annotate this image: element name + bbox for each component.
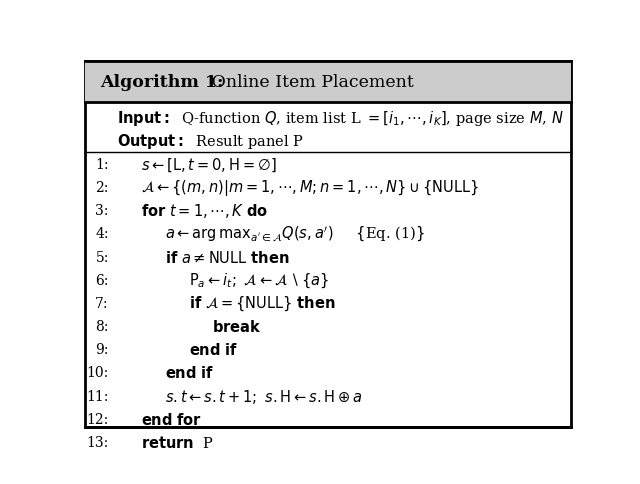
Text: 12:: 12: — [86, 412, 109, 426]
Text: 11:: 11: — [86, 389, 109, 403]
Text: Online Item Placement: Online Item Placement — [207, 74, 414, 91]
Text: 13:: 13: — [86, 435, 109, 449]
Text: 9:: 9: — [95, 343, 109, 357]
Text: Algorithm 1:: Algorithm 1: — [100, 74, 223, 91]
Text: 3:: 3: — [95, 204, 109, 218]
Text: 5:: 5: — [95, 250, 109, 264]
Text: 10:: 10: — [86, 365, 109, 379]
Text: $\mathbf{Output:}$  Result panel P: $\mathbf{Output:}$ Result panel P — [117, 132, 304, 151]
Text: $\mathbf{if}\ \mathcal{A} = \{\mathrm{NULL}\}\ \mathbf{then}$: $\mathbf{if}\ \mathcal{A} = \{\mathrm{NU… — [189, 294, 335, 313]
Text: 2:: 2: — [95, 181, 109, 195]
Text: $\mathbf{if}\ a \neq \mathrm{NULL}\ \mathbf{then}$: $\mathbf{if}\ a \neq \mathrm{NULL}\ \mat… — [165, 249, 289, 265]
Text: $\mathbf{end\ if}$: $\mathbf{end\ if}$ — [189, 342, 237, 358]
Text: $\mathbf{for}\ t = 1, \cdots, K\ \mathbf{do}$: $\mathbf{for}\ t = 1, \cdots, K\ \mathbf… — [141, 202, 268, 220]
Text: 1:: 1: — [95, 158, 109, 172]
Text: $\mathbf{break}$: $\mathbf{break}$ — [212, 318, 262, 334]
Text: $s \leftarrow [\mathrm{L}, t = 0, \mathrm{H} = \emptyset]$: $s \leftarrow [\mathrm{L}, t = 0, \mathr… — [141, 156, 276, 173]
Text: $\mathbf{Input:}$  Q-function $Q$, item list L $= [i_1, \cdots, i_K]$, page size: $\mathbf{Input:}$ Q-function $Q$, item l… — [117, 109, 564, 128]
Text: $\mathbf{return}$  P: $\mathbf{return}$ P — [141, 434, 214, 450]
Text: $\mathbf{end\ if}$: $\mathbf{end\ if}$ — [165, 364, 214, 380]
Text: $s.t \leftarrow s.t + 1;\ s.\mathrm{H} \leftarrow s.\mathrm{H} \oplus a$: $s.t \leftarrow s.t + 1;\ s.\mathrm{H} \… — [165, 387, 362, 405]
Text: $a \leftarrow \mathrm{arg\,max}_{a' \in \mathcal{A}} Q(s, a')$     $\{$Eq. (1)$\: $a \leftarrow \mathrm{arg\,max}_{a' \in … — [165, 225, 425, 243]
Text: 6:: 6: — [95, 273, 109, 287]
Text: 7:: 7: — [95, 296, 109, 310]
Text: 8:: 8: — [95, 319, 109, 333]
Bar — [85, 62, 571, 103]
Text: $\mathrm{P}_a \leftarrow i_t;\ \mathcal{A} \leftarrow \mathcal{A} \setminus \{a\: $\mathrm{P}_a \leftarrow i_t;\ \mathcal{… — [189, 271, 329, 289]
Text: $\mathcal{A} \leftarrow \{(m, n)|m = 1, \cdots, M; n = 1, \cdots, N\} \cup \{\ma: $\mathcal{A} \leftarrow \{(m, n)|m = 1, … — [141, 178, 479, 198]
Text: 4:: 4: — [95, 227, 109, 241]
Text: $\mathbf{end\ for}$: $\mathbf{end\ for}$ — [141, 411, 202, 427]
